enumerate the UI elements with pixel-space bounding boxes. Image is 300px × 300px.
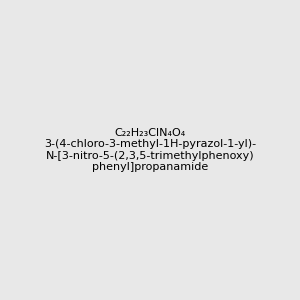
Text: C₂₂H₂₃ClN₄O₄
3-(4-chloro-3-methyl-1H-pyrazol-1-yl)-
N-[3-nitro-5-(2,3,5-trimethy: C₂₂H₂₃ClN₄O₄ 3-(4-chloro-3-methyl-1H-pyr… — [44, 128, 256, 172]
